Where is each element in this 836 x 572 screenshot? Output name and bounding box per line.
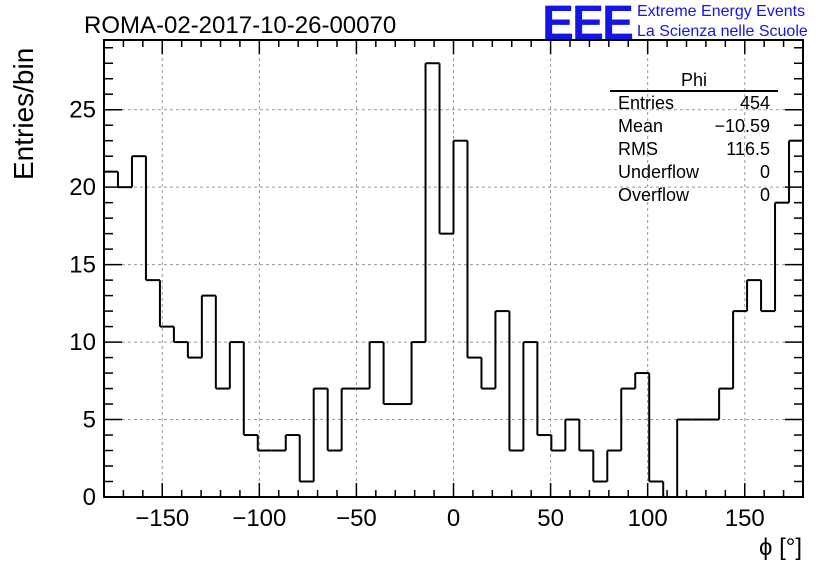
stats-value: 116.5 (726, 139, 770, 159)
x-tick-label: 0 (447, 505, 460, 532)
stats-row-overflow: Overflow 0 (610, 184, 778, 207)
stats-label: Mean (618, 116, 664, 136)
stats-value: 0 (759, 162, 770, 182)
x-tick-label: −50 (336, 505, 377, 532)
stats-value: 0 (759, 185, 770, 205)
stats-label: Underflow (618, 162, 700, 182)
stats-value: −10.59 (714, 116, 770, 136)
y-tick-label: 5 (83, 407, 96, 434)
stats-row-rms: RMS 116.5 (610, 138, 778, 161)
stats-label: Entries (618, 93, 675, 113)
y-tick-label: 0 (83, 484, 96, 511)
y-tick-label: 10 (69, 329, 96, 356)
stats-label: RMS (618, 139, 658, 159)
stats-row-entries: Entries 454 (610, 92, 778, 115)
stats-row-mean: Mean −10.59 (610, 115, 778, 138)
stats-row-underflow: Underflow 0 (610, 161, 778, 184)
logo-line-2: La Scienza nelle Scuole (637, 23, 808, 40)
x-tick-label: 50 (537, 505, 564, 532)
x-tick-label: −100 (232, 505, 286, 532)
y-axis-label: Entries/bin (8, 47, 39, 180)
x-tick-label: −150 (135, 505, 189, 532)
y-tick-label: 25 (69, 97, 96, 124)
stats-value: 454 (739, 93, 770, 113)
logo-line-1: Extreme Energy Events (637, 3, 806, 20)
x-tick-label: 150 (725, 505, 765, 532)
x-tick-label: 100 (628, 505, 668, 532)
y-tick-label: 20 (69, 174, 96, 201)
stats-box: Phi Entries 454 Mean −10.59 RMS 116.5 Un… (610, 70, 778, 207)
stats-label: Overflow (618, 185, 690, 205)
eee-logo: EEE (542, 0, 634, 50)
x-axis-label: ϕ [°] (758, 534, 802, 561)
y-tick-label: 15 (69, 252, 96, 279)
chart-title: ROMA-02-2017-10-26-00070 (84, 12, 397, 39)
stats-title: Phi (610, 70, 778, 92)
